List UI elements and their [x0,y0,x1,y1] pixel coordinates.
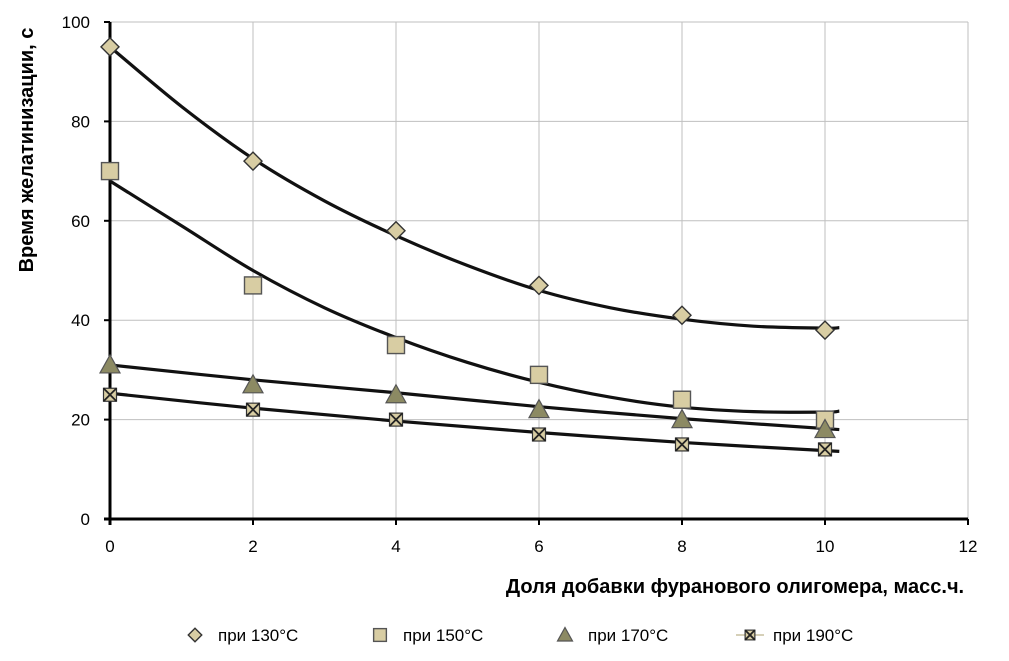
legend-marker-1 [187,627,203,643]
data-point-series-4 [102,387,118,402]
tick-labels: 0 2 4 6 8 10 12 0 20 40 60 80 100 [62,13,978,556]
data-point-series-3 [384,383,408,404]
data-point-series-1 [529,275,549,296]
data-point-series-3 [241,373,265,394]
trendlines [108,45,840,454]
y-axis-title: Время желатинизации, с [16,28,38,273]
data-point-series-3 [527,398,551,419]
trendline-series-2 [109,179,840,414]
trendline-series-4 [109,391,840,454]
data-point-series-1 [672,305,692,326]
legend-label-4: при 190°C [773,626,853,645]
data-point-series-2 [243,276,263,295]
data-point-series-4 [388,412,404,427]
data-point-series-2 [672,390,692,409]
marker-cross [744,629,756,641]
x-tick-label: 6 [534,537,543,556]
grid-lines [110,21,969,519]
marker-cross [245,402,261,417]
y-tick-label: 80 [71,112,90,131]
legend-label-3: при 170°C [588,626,668,645]
data-point-series-1 [386,220,406,241]
data-point-series-2 [529,365,549,385]
data-point-series-3 [98,353,122,374]
marker-cross [674,437,690,452]
y-tick-label: 20 [71,411,90,430]
data-point-series-4 [674,437,690,452]
legend-marker-2 [372,627,388,643]
data-point-series-1 [815,320,835,341]
data-point-series-4 [245,402,261,417]
data-point-series-3 [670,408,694,429]
data-point-series-2 [100,161,120,181]
x-tick-label: 2 [248,537,257,556]
trendline-series-1 [108,45,840,330]
y-tick-label: 100 [62,13,90,32]
data-point-series-4 [531,427,547,442]
y-tick-label: 40 [71,311,90,330]
trendline-series-3 [109,363,840,432]
marker-cross [102,387,118,402]
x-tick-label: 12 [959,537,978,556]
marker-cross [817,442,833,457]
data-point-series-1 [243,151,263,172]
legend-marker-4 [744,629,756,641]
x-tick-label: 10 [816,537,835,556]
x-axis-title: Доля добавки фуранового олигомера, масс.… [506,576,964,598]
y-tick-label: 60 [71,212,90,231]
marker-cross [388,412,404,427]
axes [104,21,969,525]
data-point-series-3 [813,418,837,439]
x-tick-label: 8 [677,537,686,556]
y-tick-label: 0 [81,510,90,529]
x-tick-label: 4 [391,537,400,556]
data-points [98,36,837,457]
data-point-series-1 [100,36,120,57]
legend-label-2: при 150°C [403,626,483,645]
x-tick-label: 0 [105,537,114,556]
data-point-series-2 [386,335,406,355]
legend-label-1: при 130°C [218,626,298,645]
marker-cross [531,427,547,442]
legend: при 130°C при 150°C при 170°C при 190°C [187,626,853,645]
legend-marker-3 [556,626,574,642]
data-point-series-4 [817,442,833,457]
